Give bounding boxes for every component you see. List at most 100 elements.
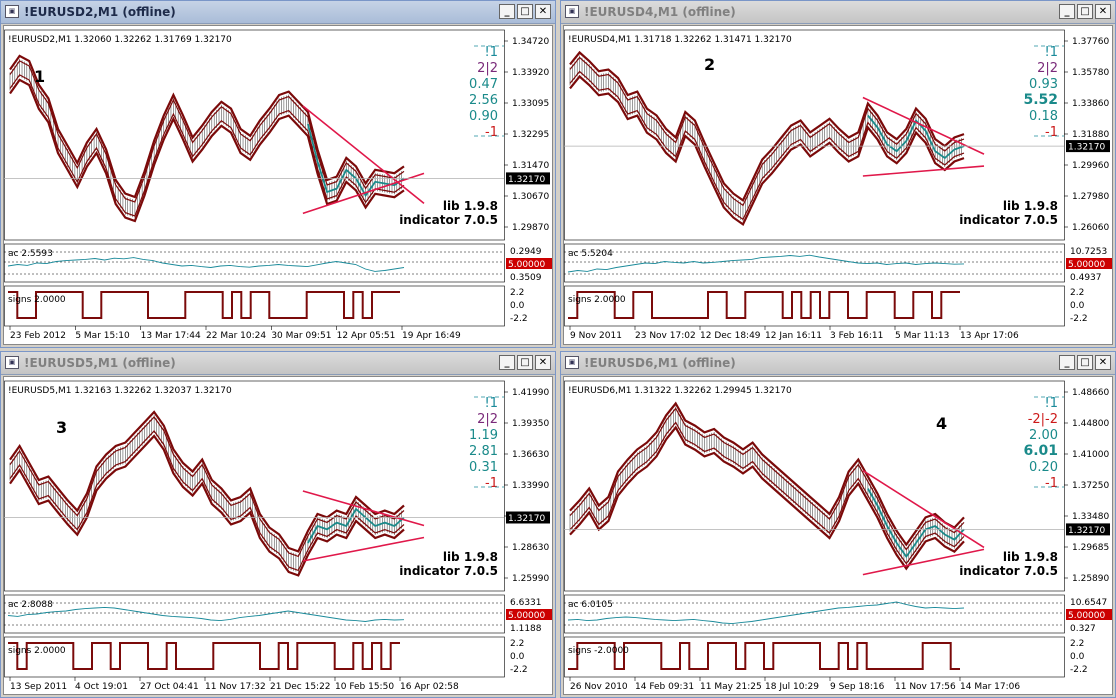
- ac-scale-label: 6.6331: [510, 598, 542, 608]
- ac-scale-label: 10.6547: [1070, 598, 1107, 608]
- minimize-button[interactable]: _: [499, 4, 515, 19]
- price-axis-label: 1.48660: [1072, 388, 1109, 398]
- maximize-button[interactable]: □: [517, 4, 533, 19]
- ac-line: [567, 601, 965, 625]
- upper-band-line: [9, 54, 405, 199]
- date-axis-label: 9 Sep 18:16: [830, 682, 885, 692]
- price-axis-label: 1.31470: [512, 161, 549, 171]
- ac-subwindow-label: ac 5.5204: [568, 249, 613, 259]
- signs-scale-label: 2.2: [510, 288, 524, 298]
- date-axis-label: 9 Nov 2011: [570, 331, 622, 341]
- signs-subwindow-label: signs 2.0000: [8, 295, 66, 305]
- date-axis-label: 5 Mar 11:13: [895, 331, 949, 341]
- price-axis-label: 1.33480: [1072, 512, 1109, 522]
- date-axis-label: 13 Mar 17:44: [141, 331, 201, 341]
- price-axis-label: 1.25990: [512, 574, 549, 584]
- chart-area[interactable]: !EURUSD2,M1 1.32060 1.32262 1.31769 1.32…: [3, 25, 553, 345]
- indicator-version-label: indicator 7.0.5: [399, 564, 498, 578]
- chart-window-2[interactable]: ▣ !EURUSD4,M1 (offline) _ □ ✕ !EURUSD4,M…: [560, 0, 1116, 348]
- chart-area[interactable]: !EURUSD6,M1 1.31322 1.32262 1.29945 1.32…: [563, 376, 1113, 695]
- chart-area[interactable]: !EURUSD5,M1 1.32163 1.32262 1.32037 1.32…: [3, 376, 553, 695]
- date-axis-label: 23 Nov 17:02: [635, 331, 696, 341]
- chart-header: !EURUSD5,M1 1.32163 1.32262 1.32037 1.32…: [8, 386, 232, 396]
- current-price-label: 1.32170: [508, 514, 545, 524]
- price-axis-label: 1.36630: [512, 450, 549, 460]
- trend-line-lower: [862, 165, 985, 177]
- stat-value: !1: [485, 396, 498, 411]
- title-bar[interactable]: ▣ !EURUSD5,M1 (offline) _ □ ✕: [1, 352, 555, 375]
- midline: [867, 488, 965, 559]
- signs-scale-label: 0.0: [510, 301, 525, 311]
- title-bar[interactable]: ▣ !EURUSD6,M1 (offline) _ □ ✕: [561, 352, 1115, 375]
- close-button[interactable]: ✕: [1095, 355, 1111, 370]
- price-axis-label: 1.33095: [512, 99, 549, 109]
- ac-subwindow-frame: [564, 243, 1065, 283]
- lower-inner-band-line: [569, 70, 965, 221]
- minimize-button[interactable]: _: [1059, 4, 1075, 19]
- signs-scale-label: 0.0: [1070, 301, 1085, 311]
- stat-value: 2.56: [469, 93, 498, 108]
- date-axis-label: 13 Apr 17:06: [960, 331, 1019, 341]
- price-chart[interactable]: !EURUSD5,M1 1.32163 1.32262 1.32037 1.32…: [4, 377, 554, 696]
- window-title: !EURUSD6,M1 (offline): [584, 356, 736, 370]
- chart-number-label: 4: [936, 414, 947, 433]
- ac-scale-label: 5.00000: [1068, 260, 1105, 270]
- close-button[interactable]: ✕: [535, 355, 551, 370]
- ac-red-box: [1066, 609, 1112, 620]
- stat-value: 2|2: [477, 61, 498, 76]
- price-axis-label: 1.41990: [512, 388, 549, 398]
- trend-line-upper: [862, 96, 985, 155]
- ac-line: [7, 606, 405, 622]
- close-button[interactable]: ✕: [1095, 4, 1111, 19]
- chart-window-1[interactable]: ▣ !EURUSD2,M1 (offline) _ □ ✕ !EURUSD2,M…: [0, 0, 556, 348]
- price-chart[interactable]: !EURUSD2,M1 1.32060 1.32262 1.31769 1.32…: [4, 26, 554, 346]
- chart-window-3[interactable]: ▣ !EURUSD5,M1 (offline) _ □ ✕ !EURUSD5,M…: [0, 351, 556, 698]
- ac-scale-label: 10.7253: [1070, 247, 1107, 257]
- current-price-box: [1066, 523, 1110, 536]
- ac-subwindow-frame: [4, 243, 505, 283]
- date-axis-label: 16 Apr 02:58: [400, 682, 459, 692]
- maximize-button[interactable]: □: [1077, 355, 1093, 370]
- chart-number-label: 3: [56, 418, 67, 437]
- chart-window-4[interactable]: ▣ !EURUSD6,M1 (offline) _ □ ✕ !EURUSD6,M…: [560, 351, 1116, 698]
- price-axis-label: 1.25890: [1072, 574, 1109, 584]
- chart-area[interactable]: !EURUSD4,M1 1.31718 1.32262 1.31471 1.32…: [563, 25, 1113, 345]
- window-title: !EURUSD5,M1 (offline): [24, 356, 176, 370]
- ac-scale-label: 0.4937: [1070, 273, 1102, 283]
- price-axis-label: 1.33860: [1072, 99, 1109, 109]
- stat-value: 2|2: [477, 412, 498, 427]
- stat-value: -2|-2: [1028, 412, 1058, 427]
- maximize-button[interactable]: □: [517, 355, 533, 370]
- main-plot-frame: [4, 29, 505, 241]
- price-chart[interactable]: !EURUSD6,M1 1.31322 1.32262 1.29945 1.32…: [564, 377, 1114, 696]
- lower-inner-band-line: [9, 430, 405, 572]
- minimize-button[interactable]: _: [1059, 355, 1075, 370]
- chart-number-label: 1: [34, 67, 45, 86]
- close-button[interactable]: ✕: [535, 4, 551, 19]
- chart-window-icon: ▣: [565, 5, 579, 18]
- signs-subwindow-label: signs -2.0000: [568, 646, 629, 656]
- price-axis-label: 1.41000: [1072, 450, 1109, 460]
- signs-subwindow-frame: [564, 636, 1065, 678]
- main-plot-frame: [564, 29, 1065, 241]
- date-axis-label: 12 Dec 18:49: [700, 331, 761, 341]
- signs-scale-label: -2.2: [1070, 665, 1088, 675]
- date-axis-label: 14 Mar 17:06: [960, 682, 1020, 692]
- signs-subwindow-frame: [4, 285, 505, 327]
- signs-line: [568, 642, 960, 670]
- stat-value: 0.18: [1029, 109, 1058, 124]
- title-bar[interactable]: ▣ !EURUSD4,M1 (offline) _ □ ✕: [561, 1, 1115, 24]
- price-chart[interactable]: !EURUSD4,M1 1.31718 1.32262 1.31471 1.32…: [564, 26, 1114, 346]
- ac-red-box: [506, 258, 552, 269]
- trend-line-upper: [302, 490, 425, 527]
- chart-header: !EURUSD2,M1 1.32060 1.32262 1.31769 1.32…: [8, 35, 232, 45]
- title-bar[interactable]: ▣ !EURUSD2,M1 (offline) _ □ ✕: [1, 1, 555, 24]
- ac-line: [7, 257, 405, 272]
- ac-subwindow-label: ac 2.8088: [8, 600, 53, 610]
- upper-band-line: [569, 401, 965, 547]
- minimize-button[interactable]: _: [499, 355, 515, 370]
- maximize-button[interactable]: □: [1077, 4, 1093, 19]
- signs-scale-label: -2.2: [1070, 314, 1088, 324]
- signs-line: [568, 291, 960, 319]
- lower-band-line: [9, 78, 405, 223]
